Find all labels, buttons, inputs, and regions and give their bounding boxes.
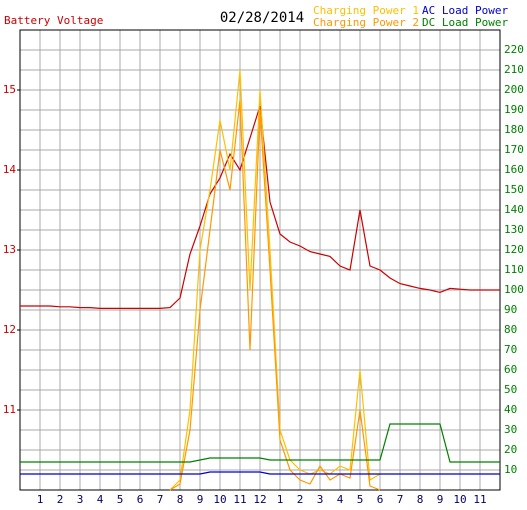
x-tick-label: 2 [297, 493, 304, 506]
plot-frame [19, 29, 501, 491]
x-tick-label: 6 [377, 493, 384, 506]
legend-entry: Charging Power 2 [313, 16, 419, 29]
x-tick-label: 9 [437, 493, 444, 506]
legend-entry: AC Load Power [422, 4, 508, 17]
y2-tick-label: 30 [504, 423, 517, 436]
y2-tick-label: 170 [504, 143, 524, 156]
x-tick-label: 5 [117, 493, 124, 506]
y2-tick-label: 90 [504, 303, 517, 316]
x-tick-label: 3 [317, 493, 324, 506]
y2-tick-label: 130 [504, 223, 524, 236]
x-tick-label: 4 [337, 493, 344, 506]
y2-tick-label: 110 [504, 263, 524, 276]
y2-tick-label: 160 [504, 163, 524, 176]
x-tick-label: 8 [177, 493, 184, 506]
x-tick-label: 7 [157, 493, 164, 506]
y-tick-label: 13 [3, 243, 16, 256]
y2-tick-label: 80 [504, 323, 517, 336]
x-tick-label: 8 [417, 493, 424, 506]
y2-tick-label: 190 [504, 103, 524, 116]
y-tick-label: 15 [3, 83, 16, 96]
series-line [20, 423, 500, 463]
y2-tick-label: 180 [504, 123, 524, 136]
y2-tick-label: 100 [504, 283, 524, 296]
y2-tick-label: 50 [504, 383, 517, 396]
x-tick-label: 4 [97, 493, 104, 506]
x-tick-label: 10 [453, 493, 466, 506]
y2-tick-label: 120 [504, 243, 524, 256]
x-tick-label: 3 [77, 493, 84, 506]
x-tick-label: 9 [197, 493, 204, 506]
legend-entry: DC Load Power [422, 16, 508, 29]
x-tick-label: 5 [357, 493, 364, 506]
y2-tick-label: 10 [504, 463, 517, 476]
y2-tick-label: 60 [504, 363, 517, 376]
y2-tick-label: 20 [504, 443, 517, 456]
series-line [20, 471, 500, 475]
y2-tick-label: 210 [504, 63, 524, 76]
y-tick-label: 11 [3, 403, 16, 416]
y2-tick-label: 150 [504, 183, 524, 196]
chart-date: 02/28/2014 [220, 10, 304, 26]
x-tick-label: 11 [473, 493, 486, 506]
x-tick-label: 6 [137, 493, 144, 506]
x-tick-label: 11 [233, 493, 246, 506]
chart-title: Battery Voltage [4, 14, 103, 27]
x-tick-label: 7 [397, 493, 404, 506]
y-tick-label: 14 [3, 163, 17, 176]
x-tick-label: 12 [253, 493, 266, 506]
x-tick-label: 1 [277, 493, 284, 506]
y2-tick-label: 40 [504, 403, 517, 416]
y2-tick-label: 70 [504, 343, 517, 356]
y-tick-label: 12 [3, 323, 16, 336]
y2-tick-label: 200 [504, 83, 524, 96]
series-line [169, 69, 381, 491]
legend-entry: Charging Power 1 [313, 4, 419, 17]
x-tick-label: 2 [57, 493, 64, 506]
series-line [169, 99, 381, 491]
y2-tick-label: 220 [504, 43, 524, 56]
y2-tick-label: 140 [504, 203, 524, 216]
series-line [20, 105, 500, 309]
x-tick-label: 1 [37, 493, 44, 506]
x-tick-label: 10 [213, 493, 226, 506]
